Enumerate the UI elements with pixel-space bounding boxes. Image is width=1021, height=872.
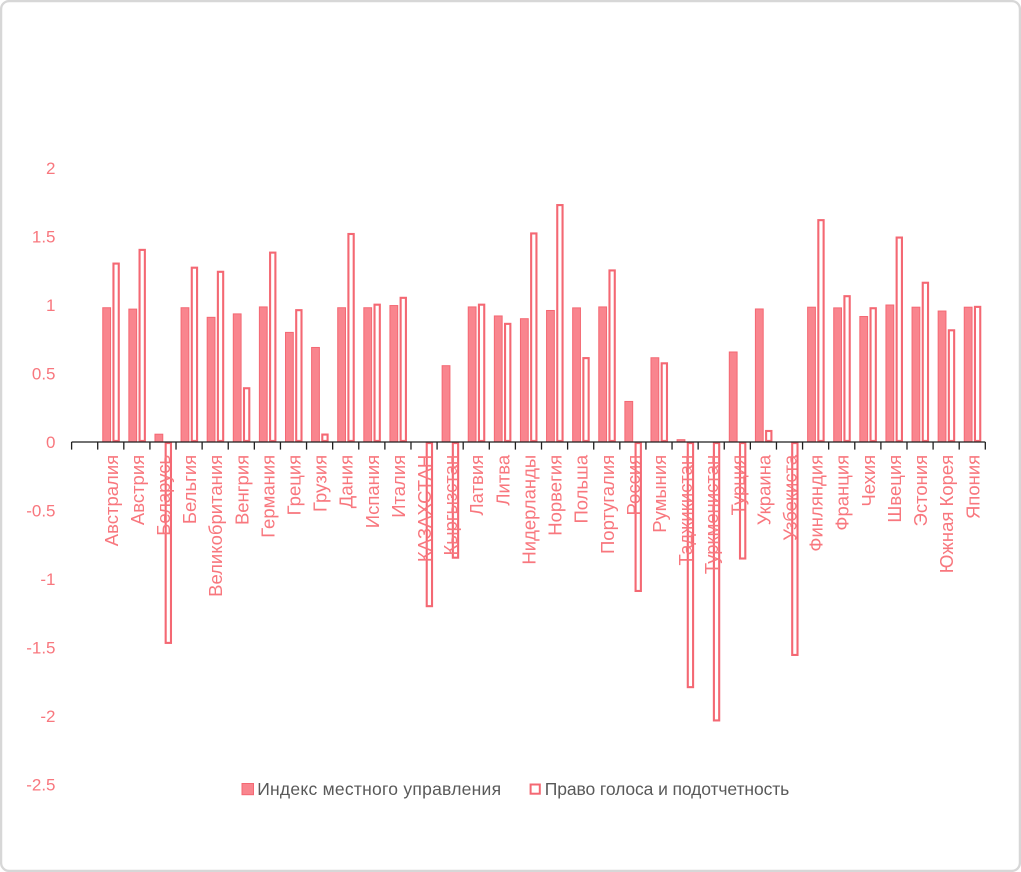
- svg-text:Узбекиста: Узбекиста: [780, 454, 801, 541]
- svg-text:Австралия: Австралия: [101, 455, 122, 546]
- svg-text:1: 1: [46, 296, 55, 315]
- svg-text:Япония: Япония: [962, 455, 983, 519]
- svg-text:0: 0: [46, 433, 55, 452]
- svg-text:Кыргызстан: Кыргызстан: [440, 455, 461, 556]
- svg-text:2: 2: [46, 159, 55, 178]
- svg-text:Греция: Греция: [284, 455, 305, 516]
- svg-text:Дания: Дания: [336, 455, 357, 508]
- svg-text:Украина: Украина: [753, 454, 774, 525]
- svg-text:Венгрия: Венгрия: [231, 455, 252, 525]
- svg-text:0.5: 0.5: [32, 365, 56, 384]
- svg-text:Чехия: Чехия: [858, 455, 879, 507]
- svg-text:-2: -2: [40, 707, 55, 726]
- svg-text:Польша: Польша: [571, 454, 592, 523]
- svg-text:Индекс местного управления: Индекс местного управления: [257, 779, 501, 799]
- svg-text:Эстония: Эстония: [910, 455, 931, 527]
- svg-text:-2.5: -2.5: [26, 776, 55, 795]
- svg-text:Грузия: Грузия: [310, 455, 331, 512]
- svg-text:Финляндия: Финляндия: [806, 455, 827, 552]
- svg-text:Латвия: Латвия: [466, 455, 487, 516]
- svg-text:-0.5: -0.5: [26, 502, 55, 521]
- svg-text:Нидерланды: Нидерланды: [518, 455, 539, 565]
- svg-text:Литва: Литва: [492, 454, 513, 506]
- svg-text:Туркменистан: Туркменистан: [701, 455, 722, 574]
- svg-text:Великобритания: Великобритания: [205, 455, 226, 597]
- svg-text:КАЗАХСТАН: КАЗАХСТАН: [414, 455, 435, 562]
- svg-text:Австрия: Австрия: [127, 455, 148, 525]
- svg-text:Швеция: Швеция: [884, 455, 905, 523]
- svg-text:-1.5: -1.5: [26, 639, 55, 658]
- svg-text:Турция: Турция: [727, 455, 748, 516]
- svg-text:Таджикистан: Таджикистан: [675, 455, 696, 566]
- svg-text:Португалия: Португалия: [597, 455, 618, 554]
- svg-text:1.5: 1.5: [32, 228, 56, 247]
- svg-text:Норвегия: Норвегия: [545, 455, 566, 536]
- svg-text:Россия: Россия: [623, 455, 644, 516]
- svg-text:Германия: Германия: [257, 455, 278, 538]
- svg-text:Франция: Франция: [832, 455, 853, 531]
- svg-text:Бельгия: Бельгия: [179, 455, 200, 524]
- svg-text:Право голоса и подотчетность: Право голоса и подотчетность: [545, 779, 789, 799]
- svg-text:Беларусь: Беларусь: [153, 455, 174, 536]
- svg-text:Южная Корея: Южная Корея: [936, 455, 957, 573]
- svg-text:Испания: Испания: [362, 455, 383, 528]
- svg-text:Италия: Италия: [388, 455, 409, 518]
- svg-text:-1: -1: [40, 570, 55, 589]
- svg-text:Румыния: Румыния: [649, 455, 670, 533]
